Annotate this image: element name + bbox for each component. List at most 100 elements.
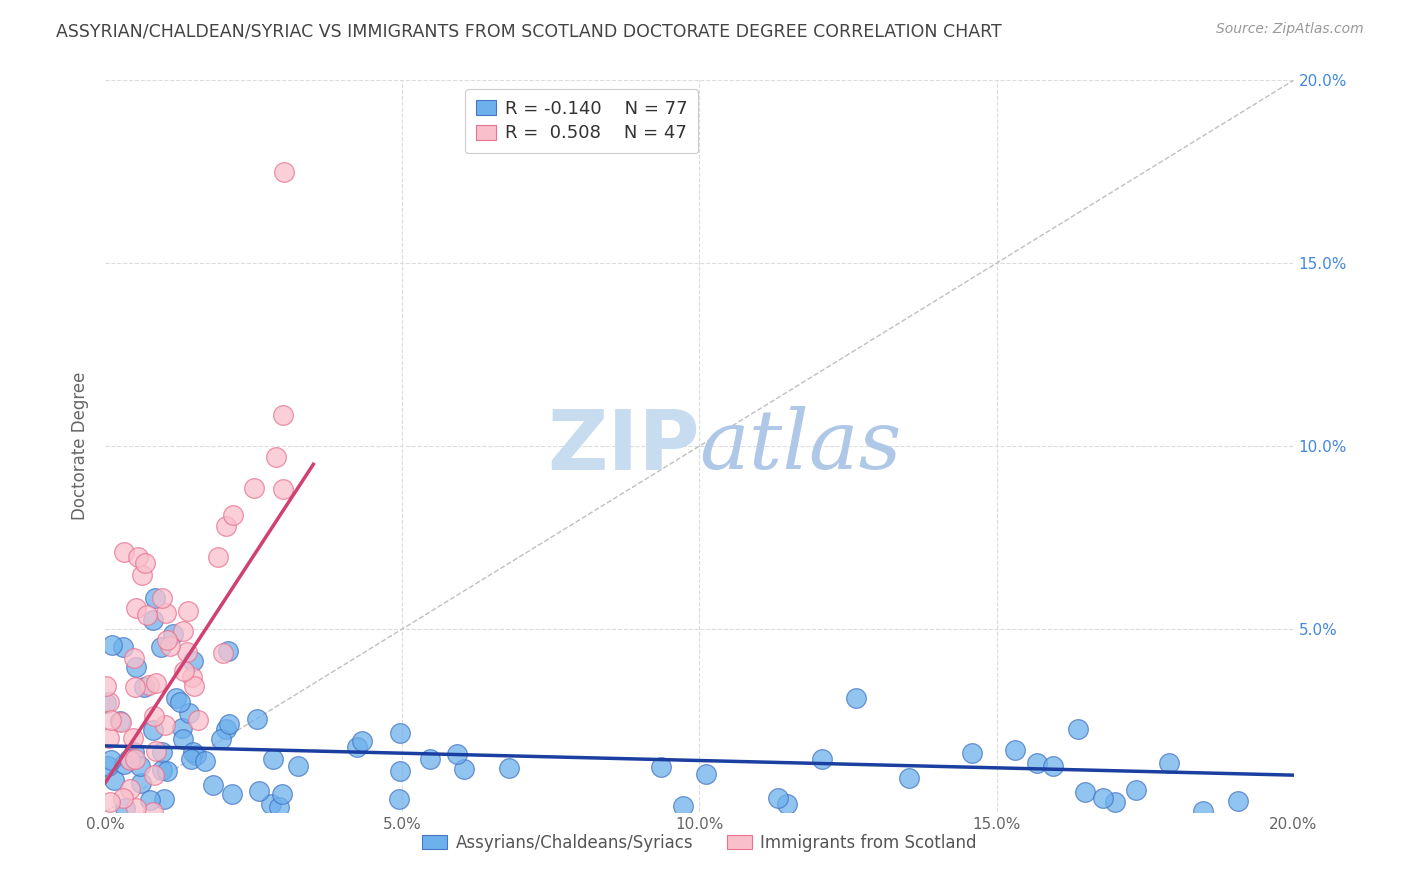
Point: [150, 763, 173, 777]
Point: [209, 731, 232, 746]
Point: [94, 679, 117, 693]
Point: [152, 591, 174, 606]
Point: [122, 651, 145, 665]
Point: [131, 568, 153, 582]
Point: [108, 714, 131, 728]
Point: [243, 481, 266, 495]
Point: [94, 696, 117, 710]
Point: [1159, 756, 1181, 770]
Point: [271, 787, 294, 801]
Point: [162, 627, 184, 641]
Point: [1042, 759, 1064, 773]
Point: [845, 691, 868, 706]
Point: [124, 801, 146, 815]
Point: [446, 747, 468, 761]
Point: [181, 745, 204, 759]
Point: [221, 787, 243, 801]
Point: [898, 772, 921, 786]
Point: [159, 639, 181, 653]
Point: [1104, 795, 1126, 809]
Point: [124, 660, 146, 674]
Point: [100, 638, 122, 652]
Point: [389, 764, 412, 779]
Legend: R = -0.140    N = 77, R =  0.508    N = 47: R = -0.140 N = 77, R = 0.508 N = 47: [465, 89, 699, 153]
Point: [112, 640, 135, 654]
Point: [271, 408, 294, 422]
Point: [121, 731, 143, 745]
Point: [1226, 794, 1249, 808]
Point: [960, 747, 983, 761]
Point: [419, 752, 441, 766]
Point: [112, 757, 135, 772]
Point: [132, 680, 155, 694]
Point: [695, 767, 717, 781]
Point: [142, 709, 165, 723]
Point: [650, 760, 672, 774]
Point: [114, 801, 136, 815]
Point: [112, 790, 135, 805]
Point: [194, 754, 217, 768]
Point: [263, 752, 285, 766]
Point: [453, 763, 475, 777]
Point: [1125, 782, 1147, 797]
Point: [201, 778, 224, 792]
Point: [1074, 785, 1097, 799]
Point: [138, 678, 160, 692]
Point: [183, 653, 205, 667]
Point: [766, 791, 789, 805]
Point: [183, 679, 205, 693]
Point: [169, 695, 191, 709]
Point: [672, 799, 695, 814]
Point: [176, 645, 198, 659]
Point: [811, 752, 834, 766]
Point: [97, 695, 120, 709]
Point: [142, 723, 165, 738]
Text: ZIP: ZIP: [547, 406, 700, 486]
Point: [110, 714, 132, 729]
Point: [145, 744, 167, 758]
Point: [389, 726, 412, 740]
Point: [143, 591, 166, 605]
Point: [142, 613, 165, 627]
Point: [218, 717, 240, 731]
Point: [155, 717, 177, 731]
Point: [127, 550, 149, 565]
Point: [103, 773, 125, 788]
Point: [125, 600, 148, 615]
Point: [156, 632, 179, 647]
Point: [150, 640, 173, 655]
Point: [112, 545, 135, 559]
Point: [156, 764, 179, 778]
Point: [214, 723, 236, 737]
Point: [177, 604, 200, 618]
Point: [142, 768, 165, 782]
Point: [1026, 756, 1049, 770]
Point: [247, 784, 270, 798]
Point: [217, 644, 239, 658]
Point: [259, 797, 281, 812]
Point: [271, 483, 294, 497]
Point: [1192, 804, 1215, 818]
Point: [135, 608, 157, 623]
Point: [120, 753, 142, 767]
Point: [173, 664, 195, 678]
Point: [1004, 743, 1026, 757]
Point: [97, 759, 120, 773]
Point: [221, 508, 243, 523]
Point: [273, 165, 295, 179]
Point: [134, 557, 156, 571]
Point: [118, 781, 141, 796]
Point: [172, 624, 194, 638]
Point: [124, 680, 146, 694]
Point: [350, 734, 373, 748]
Point: [246, 712, 269, 726]
Point: [124, 745, 146, 759]
Point: [346, 740, 368, 755]
Point: [145, 676, 167, 690]
Point: [1092, 791, 1115, 805]
Point: [165, 690, 187, 705]
Text: atlas: atlas: [700, 406, 901, 486]
Point: [212, 647, 235, 661]
Point: [215, 519, 238, 533]
Y-axis label: Doctorate Degree: Doctorate Degree: [72, 372, 90, 520]
